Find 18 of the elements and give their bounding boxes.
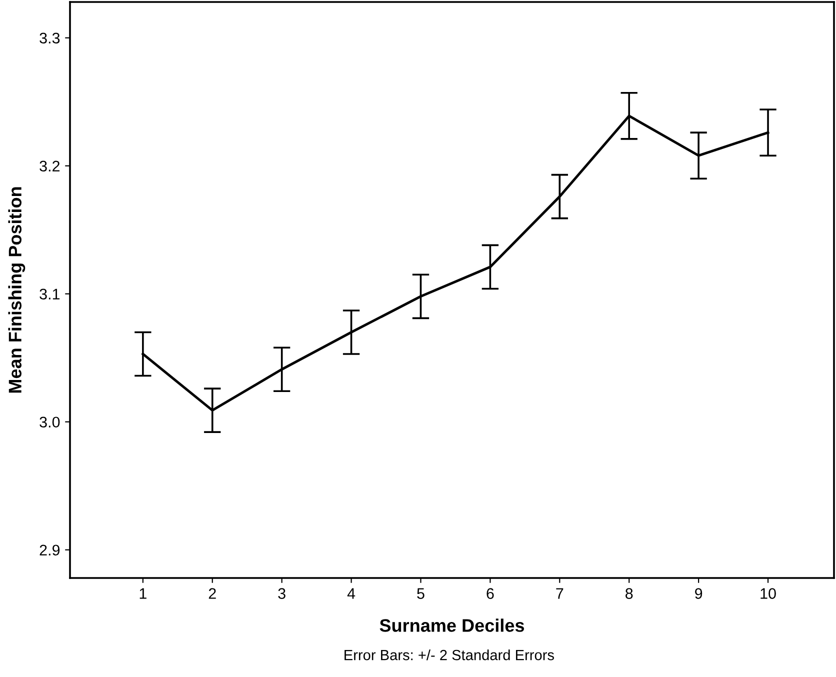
- y-tick-label: 2.9: [40, 544, 60, 556]
- y-axis-title: Mean Finishing Position: [8, 187, 26, 393]
- y-tick-label: 3.2: [40, 160, 60, 172]
- x-tick-label: 10: [760, 588, 776, 599]
- y-tick-label: 3.1: [40, 288, 60, 300]
- text: Error Bars: +/- 2 Standard Errors: [344, 650, 554, 660]
- x-tick-label: 9: [695, 588, 702, 599]
- y-tick-label: 3.0: [40, 416, 60, 428]
- x-tick-label: 7: [556, 588, 564, 599]
- x-tick-label: 8: [626, 588, 633, 599]
- x-tick-label: 1: [140, 588, 146, 599]
- x-tick-label: 6: [486, 588, 494, 599]
- x-tick-label: 2: [208, 588, 216, 599]
- y-tick-label: 3.3: [40, 32, 60, 44]
- x-tick-label: 4: [347, 588, 356, 599]
- x-tick-label: 5: [417, 588, 424, 599]
- x-tick-label: 3: [278, 588, 286, 599]
- x-axis-title: Surname Deciles: [380, 618, 524, 632]
